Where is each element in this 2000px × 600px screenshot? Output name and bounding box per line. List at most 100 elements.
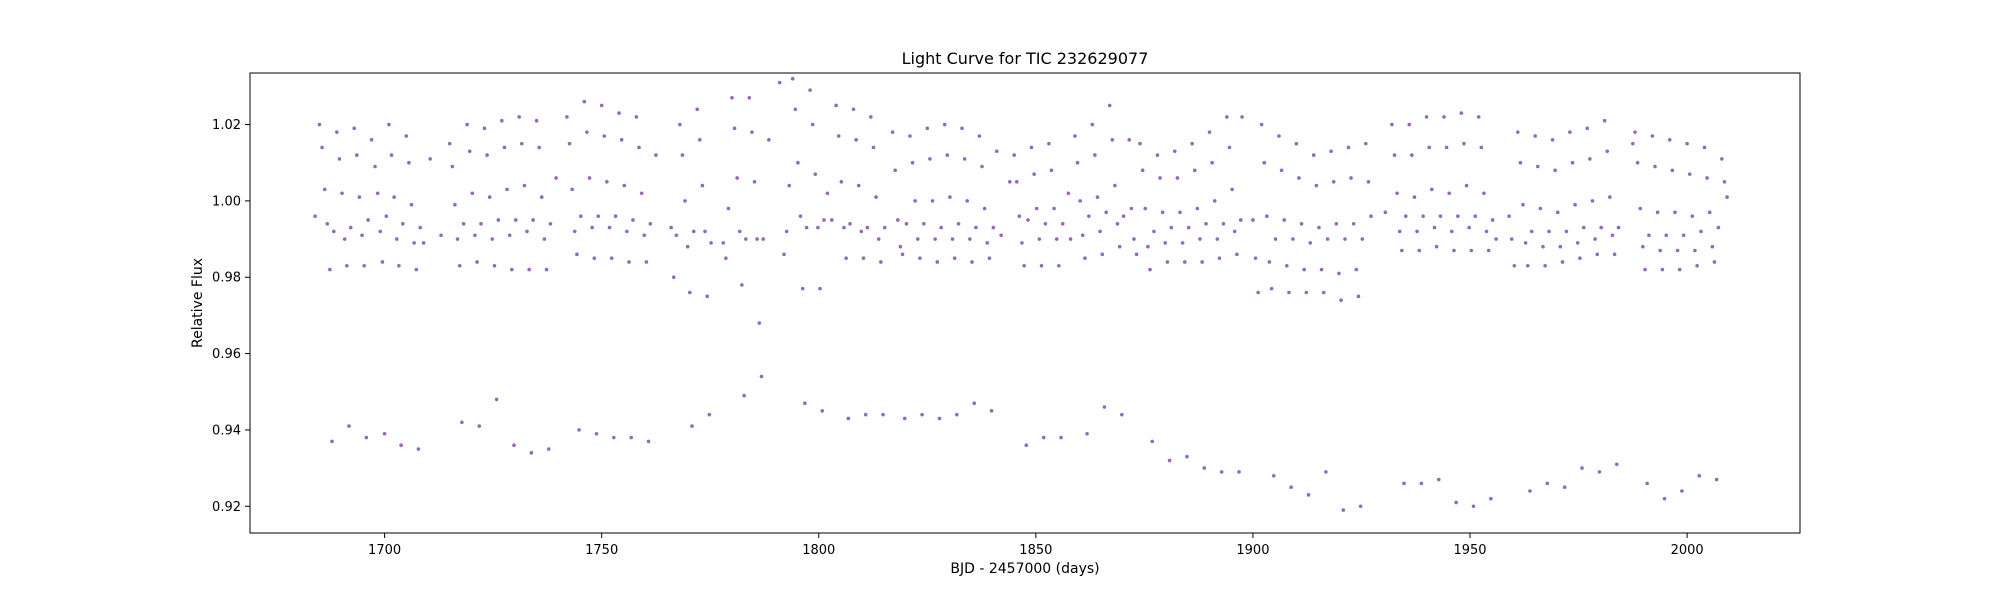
data-point — [1041, 435, 1046, 440]
data-point — [412, 241, 416, 245]
data-point — [542, 237, 547, 241]
data-point — [1321, 290, 1326, 295]
data-point — [1430, 187, 1434, 192]
y-tick-label: 1.02 — [212, 118, 241, 133]
data-point — [1390, 122, 1394, 127]
data-point — [1616, 225, 1621, 230]
data-point — [401, 221, 405, 226]
data-point — [1725, 195, 1729, 199]
data-point — [1494, 237, 1498, 241]
data-point — [1237, 470, 1241, 474]
data-point — [634, 115, 639, 119]
data-point — [320, 145, 324, 150]
data-point — [502, 145, 507, 150]
data-point — [1098, 229, 1102, 234]
data-point — [1467, 225, 1471, 230]
data-point — [355, 153, 359, 157]
x-tick-label: 2000 — [1671, 543, 1704, 558]
data-point — [861, 256, 866, 260]
data-point — [1148, 267, 1152, 272]
data-point — [1032, 172, 1036, 176]
data-point — [700, 183, 705, 188]
data-point — [467, 149, 472, 154]
x-tick-label: 1950 — [1453, 543, 1486, 558]
data-point — [1434, 244, 1439, 249]
data-point — [1590, 199, 1595, 203]
data-point — [820, 409, 825, 413]
data-point — [479, 221, 483, 226]
data-point — [829, 218, 834, 222]
data-point — [900, 252, 905, 257]
data-point — [740, 283, 744, 287]
data-point — [935, 260, 940, 264]
data-points-layer — [313, 76, 1729, 512]
data-point — [690, 424, 694, 428]
data-point — [404, 134, 409, 138]
data-point — [1158, 176, 1162, 180]
data-point — [613, 214, 618, 218]
data-point — [1054, 237, 1059, 241]
data-point — [546, 447, 551, 451]
data-point — [473, 233, 477, 238]
data-point — [1302, 267, 1306, 272]
data-point — [1165, 260, 1170, 264]
data-point — [1631, 141, 1635, 146]
data-point — [1160, 210, 1165, 215]
data-point — [1573, 202, 1577, 207]
data-point — [1699, 229, 1703, 234]
data-point — [1329, 149, 1333, 154]
data-point — [1343, 237, 1347, 241]
data-point — [1024, 443, 1029, 448]
data-point — [1560, 260, 1565, 264]
data-point — [1190, 141, 1194, 146]
data-point — [688, 290, 692, 295]
data-point — [579, 214, 583, 218]
data-point — [1294, 141, 1299, 146]
data-point — [512, 443, 516, 448]
data-point — [726, 206, 731, 211]
data-point — [787, 183, 792, 188]
data-point — [465, 122, 469, 127]
data-point — [732, 126, 737, 131]
data-point — [1120, 412, 1124, 417]
data-point — [1720, 157, 1724, 161]
data-point — [1279, 168, 1284, 173]
data-point — [1597, 470, 1602, 474]
data-point — [846, 416, 851, 421]
data-point — [366, 218, 370, 222]
data-point — [1641, 244, 1645, 249]
data-point — [1638, 206, 1643, 211]
data-point — [1675, 248, 1680, 253]
data-point — [1476, 115, 1481, 119]
data-point — [1593, 237, 1597, 241]
data-point — [1415, 229, 1419, 234]
data-point — [1186, 225, 1191, 230]
data-point — [1057, 263, 1061, 268]
data-point — [709, 241, 713, 245]
data-point — [1568, 130, 1572, 134]
data-point — [602, 134, 607, 138]
x-tick-label: 1850 — [1019, 543, 1052, 558]
data-point — [1341, 508, 1346, 512]
data-point — [382, 431, 387, 436]
y-axis: 0.92 0.94 0.96 0.98 1.00 1.02 — [212, 118, 250, 515]
data-point — [1523, 241, 1528, 245]
data-point — [1658, 248, 1662, 253]
data-point — [1195, 206, 1200, 211]
data-point — [522, 183, 527, 188]
data-point — [1172, 149, 1177, 154]
data-point — [1643, 267, 1647, 272]
data-point — [851, 107, 856, 112]
data-point — [587, 176, 592, 180]
data-point — [804, 225, 809, 230]
data-point — [937, 416, 942, 421]
data-point — [1419, 481, 1424, 486]
data-point — [1022, 263, 1026, 268]
data-point — [1518, 160, 1523, 165]
data-point — [447, 141, 452, 146]
data-point — [1291, 237, 1295, 241]
data-point — [517, 115, 521, 119]
data-point — [942, 122, 947, 127]
data-point — [1521, 202, 1525, 207]
